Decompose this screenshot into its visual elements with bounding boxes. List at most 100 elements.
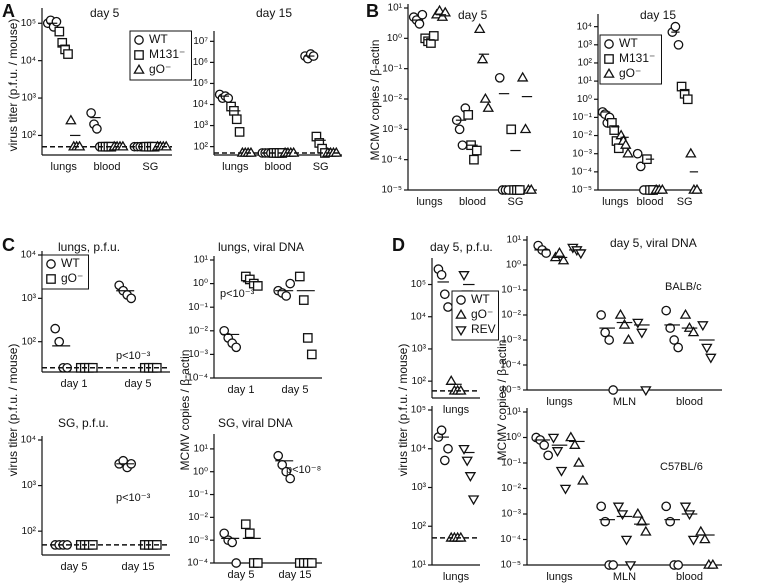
point — [547, 433, 560, 444]
annotation: p<10⁻³ — [116, 350, 151, 362]
x-tick-label: lungs — [546, 396, 573, 408]
point — [461, 456, 473, 467]
point — [539, 440, 550, 451]
point — [506, 124, 517, 135]
y-tick-label: 10² — [412, 376, 427, 387]
y-tick-label: 10⁴ — [193, 99, 208, 110]
y-tick-label: 10⁻³ — [188, 535, 208, 546]
y-tick-label: 10⁻² — [188, 512, 208, 523]
annotation: p<10⁻⁸ — [286, 464, 321, 476]
legend-marker — [455, 308, 467, 319]
point — [439, 455, 450, 466]
point — [285, 278, 296, 289]
point — [632, 318, 644, 329]
point — [683, 510, 696, 521]
y-tick-label: 10⁻³ — [188, 349, 208, 360]
panel-label: A — [2, 1, 15, 21]
legend-marker — [604, 54, 614, 64]
y-tick-label: 10³ — [194, 120, 209, 131]
point — [620, 535, 633, 546]
point — [541, 248, 552, 258]
point — [302, 333, 313, 343]
point — [619, 138, 632, 149]
legend-marker — [604, 39, 614, 49]
legend-marker — [455, 326, 467, 337]
point — [494, 72, 505, 83]
point — [473, 23, 486, 34]
y-tick-label: 10⁴ — [577, 21, 592, 32]
x-tick-label: SG — [142, 161, 158, 173]
y-tick-label: 10⁻¹ — [572, 112, 592, 123]
point — [624, 561, 637, 572]
point — [699, 533, 711, 544]
y-tick-label: 10⁻⁴ — [500, 534, 521, 545]
point — [458, 444, 470, 455]
point — [670, 21, 681, 32]
point — [252, 558, 263, 568]
y-tick-label: 10³ — [22, 293, 37, 304]
y-tick-label: 10⁻² — [382, 94, 402, 105]
x-tick-label: SG — [313, 161, 329, 173]
point — [306, 349, 317, 360]
y-tick-label: 10⁻¹ — [501, 285, 521, 296]
point — [695, 525, 707, 536]
point — [281, 291, 292, 301]
y-tick-label: 10² — [578, 58, 593, 69]
point — [223, 93, 234, 104]
y-axis-label: virus titer (p.f.u. / mouse) — [396, 344, 410, 477]
point — [577, 474, 589, 485]
point — [244, 528, 255, 539]
point — [555, 466, 568, 477]
point — [479, 92, 492, 103]
y-tick-label: 10⁻⁵ — [571, 185, 592, 196]
chart-title: lungs, p.f.u. — [58, 240, 120, 254]
x-tick-label: day 5 — [125, 378, 152, 390]
y-tick-label: 10⁻⁴ — [187, 558, 208, 569]
point — [618, 318, 631, 329]
chart-title: day 5 — [458, 8, 488, 22]
y-axis-label: MCMV copies / β-actin — [368, 40, 382, 161]
chart-title: SG, viral DNA — [218, 416, 293, 430]
y-tick-label: 10⁻¹ — [501, 458, 521, 469]
y-tick-label: 10⁴ — [21, 435, 36, 446]
point — [86, 108, 96, 118]
y-axis-label: virus titer (p.f.u. / mouse) — [6, 344, 20, 477]
point — [117, 140, 129, 151]
point — [443, 302, 453, 312]
chart-title: day 15 — [256, 6, 292, 20]
point — [439, 6, 452, 17]
x-tick-label: blood — [94, 161, 121, 173]
chart-title: day 5 — [90, 6, 120, 20]
x-tick-label: blood — [676, 571, 703, 583]
point — [455, 531, 467, 542]
x-tick-label: day 1 — [61, 378, 88, 390]
x-tick-label: lungs — [416, 196, 443, 208]
point — [673, 560, 684, 570]
x-tick-label: day 1 — [228, 384, 255, 396]
y-tick-label: 10⁴ — [21, 55, 36, 66]
point — [464, 472, 477, 482]
point — [519, 123, 532, 134]
y-tick-label: 10³ — [22, 93, 37, 104]
y-tick-label: 10¹ — [388, 3, 403, 14]
legend-marker — [134, 35, 144, 45]
y-tick-label: 10¹ — [412, 560, 427, 571]
point — [622, 147, 634, 158]
chart-title: lungs, viral DNA — [218, 240, 304, 254]
legend-marker — [46, 259, 56, 269]
legend-label: M131⁻ — [619, 51, 655, 65]
legend-marker — [46, 274, 56, 284]
point — [608, 385, 619, 395]
y-tick-label: 10⁵ — [411, 279, 426, 290]
point — [306, 558, 317, 568]
point — [608, 560, 619, 570]
point — [63, 49, 73, 59]
annotation: p<10⁻³ — [116, 492, 151, 504]
point — [691, 183, 703, 194]
legend-marker — [134, 50, 144, 60]
point — [661, 501, 672, 512]
point — [414, 19, 425, 29]
y-tick-label: 10³ — [412, 344, 427, 355]
point — [573, 456, 585, 467]
